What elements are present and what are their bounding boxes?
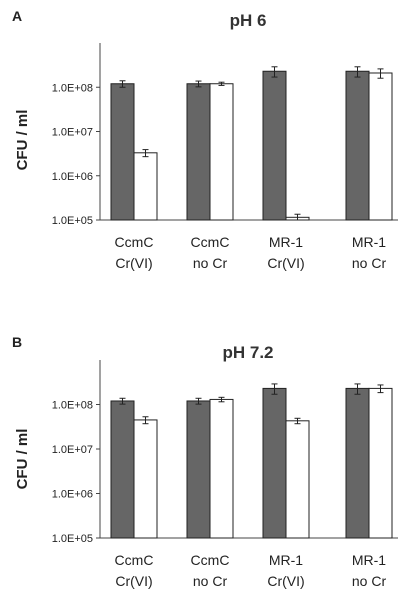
plot-area-a: 1.0E+05 1.0E+06 1.0E+07 1.0E+08 CcmC Cr(VI) Cc… xyxy=(52,43,398,271)
x-tick-label: no Cr xyxy=(352,255,387,271)
panel-a: A pH 6 CFU / ml 1.0E+051.0E+061.0E+071.0… xyxy=(12,8,398,271)
plot-area-b: 1.0E+05 1.0E+06 1.0E+07 1.0E+08 CcmC Cr(VI) Cc… xyxy=(52,360,398,589)
x-tick-label: no Cr xyxy=(193,573,228,589)
y-tick-label: 1.0E+05 xyxy=(52,215,93,227)
bar xyxy=(186,83,211,221)
x-tick-label: MR-1 xyxy=(352,234,386,250)
y-tick-label: 1.0E+08 xyxy=(52,82,93,94)
x-tick-label: Cr(VI) xyxy=(115,573,152,589)
bar xyxy=(133,152,158,221)
bar xyxy=(262,387,287,539)
bar xyxy=(368,387,393,539)
panel-label-b: B xyxy=(12,334,22,350)
x-tick-label: MR-1 xyxy=(269,234,303,250)
bar xyxy=(368,72,393,221)
bar xyxy=(285,420,310,539)
x-tick-label: CcmC xyxy=(115,234,154,250)
x-tick-label: CcmC xyxy=(191,552,230,568)
x-tick-label: Cr(VI) xyxy=(267,255,304,271)
y-tick-label: 1.0E+05 xyxy=(52,533,93,545)
x-tick-label: CcmC xyxy=(191,234,230,250)
bar xyxy=(209,83,234,221)
bar xyxy=(345,70,370,221)
panel-label-a: A xyxy=(12,8,22,24)
x-tick-label: MR-1 xyxy=(269,552,303,568)
y-axis-label-a: CFU / ml xyxy=(14,110,31,171)
y-tick-label: 1.0E+06 xyxy=(52,171,93,183)
x-tick-label: Cr(VI) xyxy=(267,573,304,589)
y-tick-label: 1.0E+06 xyxy=(52,489,93,501)
bar xyxy=(345,387,370,539)
bar xyxy=(133,419,158,539)
y-tick-label: 1.0E+08 xyxy=(52,400,93,412)
y-tick-label: 1.0E+07 xyxy=(52,127,93,139)
bar xyxy=(186,400,211,539)
x-tick-label: no Cr xyxy=(352,573,387,589)
x-tick-label: no Cr xyxy=(193,255,228,271)
y-axis-label-b: CFU / ml xyxy=(14,429,31,490)
x-tick-label: Cr(VI) xyxy=(115,255,152,271)
x-tick-label: MR-1 xyxy=(352,552,386,568)
panel-b: B pH 7.2 CFU / ml 1.0E+051.0E+061.0E+071… xyxy=(12,334,398,589)
bar xyxy=(110,83,135,221)
chart-title-b: pH 7.2 xyxy=(222,343,273,362)
bar xyxy=(110,400,135,539)
x-tick-label: CcmC xyxy=(115,552,154,568)
chart-title-a: pH 6 xyxy=(230,11,267,30)
y-tick-label: 1.0E+07 xyxy=(52,444,93,456)
bar xyxy=(262,70,287,221)
bar xyxy=(209,398,234,539)
